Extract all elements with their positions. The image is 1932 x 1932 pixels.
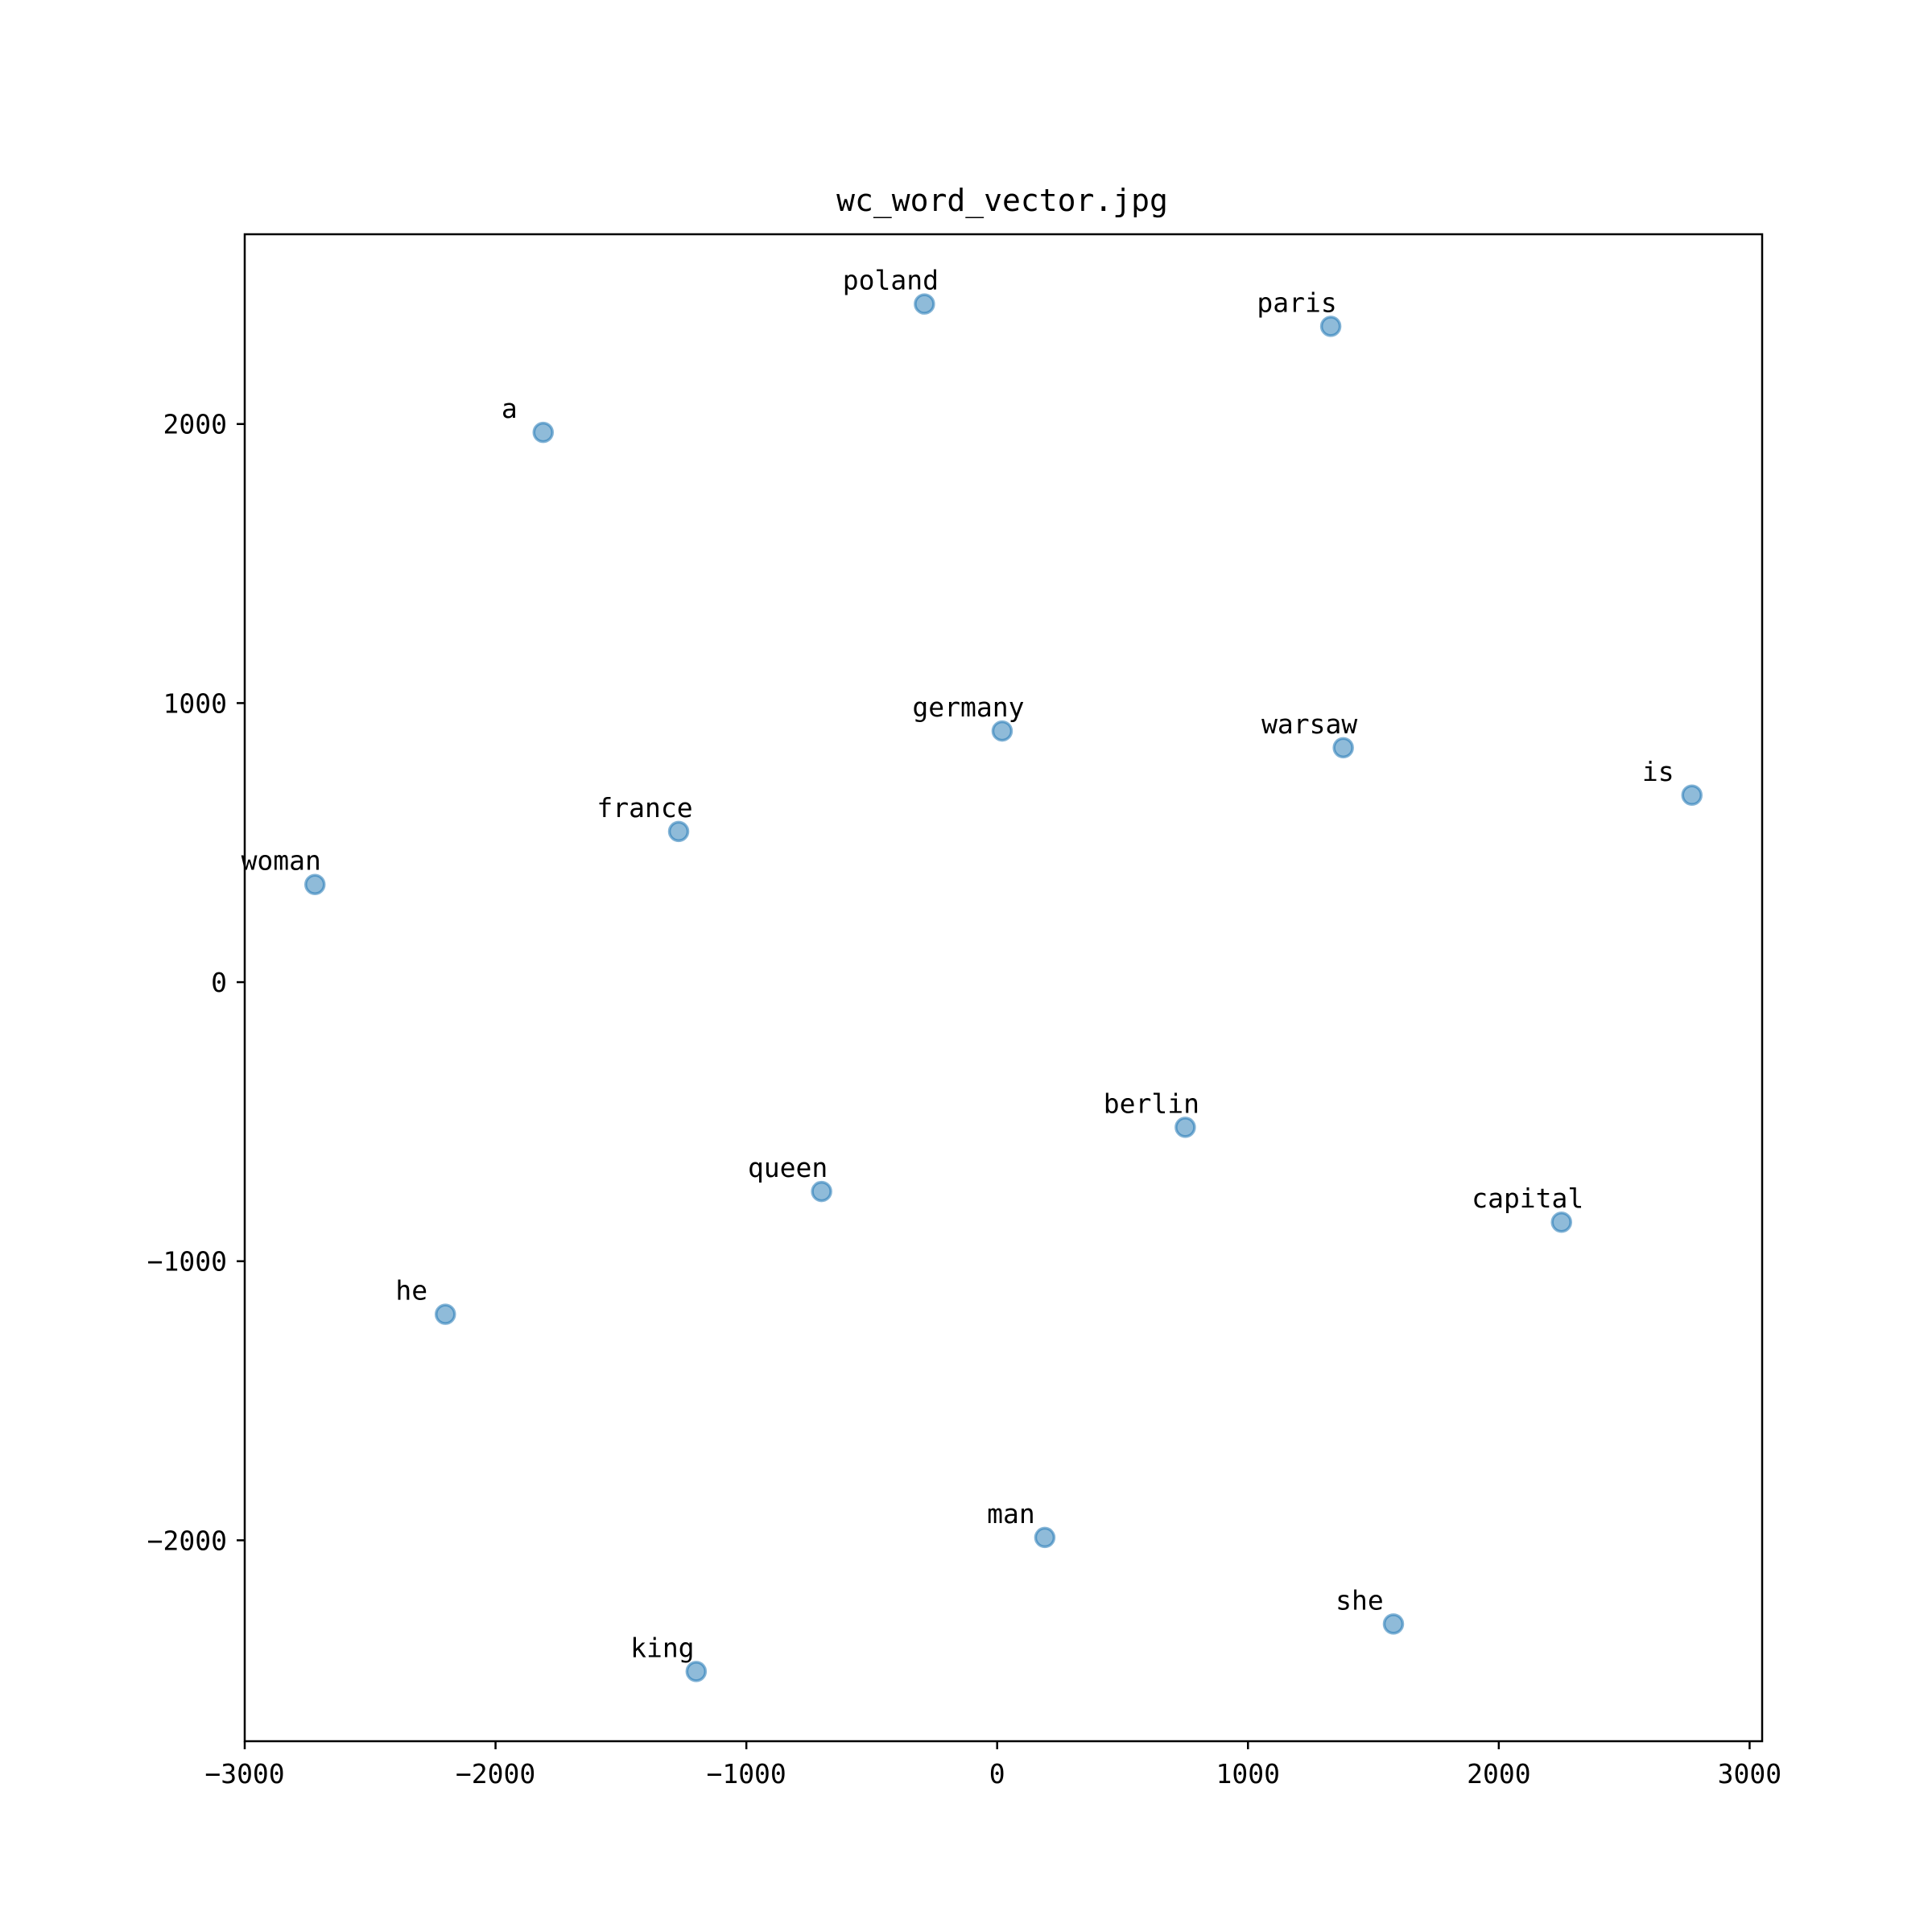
x-tick-label: −2000	[456, 1758, 535, 1790]
data-point-poland	[914, 293, 935, 315]
x-tick-label: 3000	[1718, 1758, 1781, 1790]
data-point-he	[435, 1303, 456, 1325]
x-tick-label: −3000	[204, 1758, 284, 1790]
data-point-germany	[991, 720, 1013, 742]
y-tick-label: 1000	[163, 687, 227, 719]
data-point-queen	[811, 1180, 832, 1203]
point-label-man: man	[987, 1498, 1035, 1530]
y-tick-label: 2000	[163, 409, 227, 440]
data-point-king	[685, 1661, 708, 1682]
y-tick-label: 0	[211, 967, 227, 998]
data-point-is	[1681, 784, 1703, 807]
data-point-a	[532, 421, 555, 444]
point-label-berlin: berlin	[1104, 1088, 1199, 1119]
x-tick-label: 2000	[1467, 1758, 1530, 1790]
point-label-woman: woman	[242, 845, 321, 877]
chart-title: wc_word_vector.jpg	[836, 183, 1168, 219]
data-point-man	[1034, 1526, 1056, 1549]
point-label-she: she	[1335, 1584, 1384, 1616]
x-tick-label: 0	[989, 1758, 1005, 1790]
point-label-capital: capital	[1472, 1183, 1583, 1214]
point-label-queen: queen	[748, 1152, 828, 1183]
axis-ticks: −3000 −2000 −1000 0 1000 2000 3000 −2000 −1000 0 1…	[147, 409, 1782, 1790]
x-tick-label: −1000	[706, 1758, 786, 1790]
y-tick-label: −2000	[147, 1525, 227, 1556]
data-points: poland paris a germany warsaw is france woman be…	[242, 265, 1703, 1682]
data-point-warsaw	[1332, 737, 1354, 759]
point-label-warsaw: warsaw	[1261, 708, 1357, 740]
data-point-she	[1382, 1613, 1405, 1635]
data-point-woman	[303, 873, 326, 895]
point-label-poland: poland	[843, 265, 939, 296]
plot-frame	[243, 233, 1764, 1743]
point-label-germany: germany	[912, 691, 1024, 723]
y-tick-label: −1000	[147, 1246, 227, 1278]
point-label-france: france	[597, 792, 692, 824]
data-point-berlin	[1174, 1117, 1196, 1138]
data-point-france	[667, 820, 690, 843]
x-tick-label: 1000	[1216, 1758, 1280, 1790]
point-label-a: a	[502, 393, 518, 424]
point-label-paris: paris	[1257, 287, 1336, 318]
data-point-paris	[1319, 316, 1342, 337]
point-label-is: is	[1642, 756, 1674, 787]
data-point-capital	[1550, 1211, 1572, 1233]
point-label-he: he	[395, 1275, 427, 1307]
point-label-king: king	[630, 1632, 694, 1663]
